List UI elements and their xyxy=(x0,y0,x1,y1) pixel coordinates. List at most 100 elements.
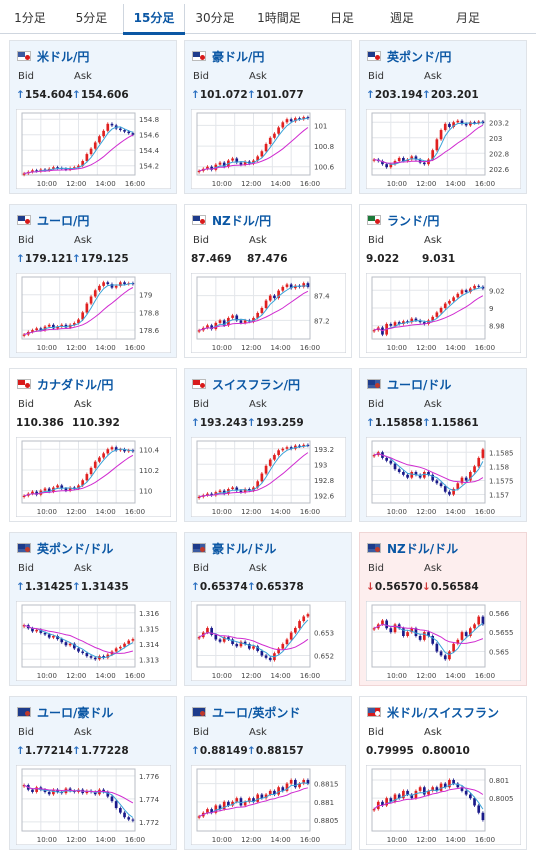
moving-average-short-line xyxy=(198,285,308,331)
candle xyxy=(235,485,239,493)
arrow-up-icon: ↑ xyxy=(191,417,200,429)
rate-card[interactable]: 米ドル/円 Bid Ask ↑154.604 ↑154.606 154.8 154.6 154… xyxy=(9,40,177,194)
candle xyxy=(410,470,414,480)
candle xyxy=(85,472,89,482)
candle xyxy=(123,447,126,453)
rate-card[interactable]: 英ポンド/ドル Bid Ask ↑1.31425 ↑1.31435 1.316 1.315 1… xyxy=(9,532,177,686)
price-chart[interactable]: 193.2 193 192.8 192.6 10:00 12:00 14:00 16:00 xyxy=(191,437,346,517)
bid-value: 110.386 xyxy=(16,417,64,429)
price-chart[interactable]: 9.02 9 8.98 10:00 12:00 14:00 16:00 xyxy=(366,273,521,353)
bid-value-group: 87.469 xyxy=(191,253,232,265)
price-chart[interactable]: 0.8815 0.881 0.8805 10:00 12:00 14:00 16:00 xyxy=(191,765,346,845)
pair-title[interactable]: ユーロ/豪ドル xyxy=(17,704,113,720)
candle xyxy=(277,448,280,457)
rate-card[interactable]: 米ドル/スイスフラン Bid Ask 0.79995 0.80010 0.801 0.800… xyxy=(359,696,527,850)
rate-card[interactable]: NZドル/ドル Bid Ask ↓0.56570 ↓0.56584 0.566 0.5655… xyxy=(359,532,527,686)
price-chart[interactable]: 101 100.8 100.6 10:00 12:00 14:00 16:00 xyxy=(191,109,346,189)
candle xyxy=(22,623,26,628)
price-chart[interactable]: 1.316 1.315 1.314 1.313 10:00 12:00 14:00 16:00 xyxy=(16,601,171,681)
price-chart[interactable]: 154.8 154.6 154.4 154.2 10:00 12:00 14:00 16:00 xyxy=(16,109,171,189)
tab-1時間足[interactable]: 1時間足 xyxy=(245,0,313,34)
candle xyxy=(422,470,426,480)
pair-title[interactable]: カナダドル/円 xyxy=(17,376,113,392)
pair-title[interactable]: NZドル/ドル xyxy=(367,540,458,556)
bid-value-group: 110.386 xyxy=(16,417,64,429)
candle xyxy=(302,115,306,121)
price-chart[interactable]: 1.1585 1.158 1.1575 1.157 10:00 12:00 14:00 16:… xyxy=(366,437,521,517)
y-tick-label: 1.772 xyxy=(139,819,159,827)
pair-title[interactable]: 米ドル/円 xyxy=(17,48,89,64)
tab-15分足[interactable]: 15分足 xyxy=(123,0,185,35)
rate-card[interactable]: 豪ドル/円 Bid Ask ↑101.072 ↑101.077 101 100.8 100.6… xyxy=(184,40,352,194)
pair-title[interactable]: 米ドル/スイスフラン xyxy=(367,704,499,720)
candle xyxy=(106,280,110,286)
candle xyxy=(119,447,122,452)
ask-label: Ask xyxy=(249,71,267,82)
pair-title[interactable]: スイスフラン/円 xyxy=(192,376,300,392)
bid-value: 0.65374 xyxy=(199,581,248,593)
x-tick-label: 12:00 xyxy=(241,836,261,844)
flag-icon xyxy=(17,51,31,61)
y-tick-label: 154.2 xyxy=(139,163,159,171)
x-tick-label: 10:00 xyxy=(37,508,57,516)
x-tick-label: 16:00 xyxy=(300,672,320,680)
pair-title[interactable]: 英ポンド/ドル xyxy=(17,540,113,556)
pair-title[interactable]: NZドル/円 xyxy=(192,212,271,228)
candle xyxy=(89,654,93,660)
candle xyxy=(389,322,393,328)
y-tick-label: 179 xyxy=(139,292,152,300)
pair-title[interactable]: ユーロ/ドル xyxy=(367,376,451,392)
tab-30分足[interactable]: 30分足 xyxy=(185,0,245,34)
tab-週足[interactable]: 週足 xyxy=(371,0,433,34)
rate-card[interactable]: ユーロ/豪ドル Bid Ask ↑1.77214 ↑1.77228 1.776 1.774 1… xyxy=(9,696,177,850)
price-chart[interactable]: 0.801 0.8005 10:00 12:00 14:00 16:00 xyxy=(366,765,521,845)
price-chart[interactable]: 87.4 87.2 10:00 12:00 14:00 16:00 xyxy=(191,273,346,353)
tab-5分足[interactable]: 5分足 xyxy=(60,0,123,34)
rate-card[interactable]: スイスフラン/円 Bid Ask ↑193.243 ↑193.259 193.2 193 19… xyxy=(184,368,352,522)
candle xyxy=(469,120,472,127)
candle xyxy=(414,626,418,638)
pair-title[interactable]: 豪ドル/ドル xyxy=(192,540,276,556)
price-chart[interactable]: 0.566 0.5655 0.565 10:00 12:00 14:00 16:00 xyxy=(366,601,521,681)
candle xyxy=(119,126,122,132)
rate-card[interactable]: ランド/円 Bid Ask 9.022 9.031 9.02 9 8.98 10:00 12:00… xyxy=(359,204,527,358)
flag-icon xyxy=(192,707,206,717)
pair-title[interactable]: 豪ドル/円 xyxy=(192,48,264,64)
rate-card[interactable]: カナダドル/円 Bid Ask 110.386 110.392 110.4 110.2 110… xyxy=(9,368,177,522)
rate-card[interactable]: ユーロ/円 Bid Ask ↑179.121 ↑179.125 179 178.8 178.6… xyxy=(9,204,177,358)
candle xyxy=(281,120,285,130)
price-chart[interactable]: 110.4 110.2 110 10:00 12:00 14:00 16:00 xyxy=(16,437,171,517)
candle xyxy=(448,649,451,661)
pair-title[interactable]: 英ポンド/円 xyxy=(367,48,451,64)
candle xyxy=(477,284,481,289)
rate-card[interactable]: 豪ドル/ドル Bid Ask ↑0.65374 ↑0.65378 0.653 0.652 10… xyxy=(184,532,352,686)
rate-card[interactable]: ユーロ/英ポンド Bid Ask ↑0.88149 ↑0.88157 0.8815 0.88… xyxy=(184,696,352,850)
candle xyxy=(119,645,122,650)
pair-title[interactable]: ユーロ/英ポンド xyxy=(192,704,300,720)
candle xyxy=(439,481,443,488)
moving-average-long-line xyxy=(198,127,309,172)
ask-value-group: 9.031 xyxy=(422,253,455,265)
candle xyxy=(402,626,405,638)
pair-title[interactable]: ユーロ/円 xyxy=(17,212,89,228)
moving-average-long-line xyxy=(23,454,134,497)
candle xyxy=(294,284,297,290)
arrow-down-icon: ↓ xyxy=(422,581,431,593)
rate-card[interactable]: ユーロ/ドル Bid Ask ↑1.15858 ↑1.15861 1.1585 1.158 1… xyxy=(359,368,527,522)
candle xyxy=(397,467,401,474)
price-chart[interactable]: 179 178.8 178.6 10:00 12:00 14:00 16:00 xyxy=(16,273,171,353)
pair-title[interactable]: ランド/円 xyxy=(367,212,439,228)
price-chart[interactable]: 1.776 1.774 1.772 10:00 12:00 14:00 16:00 xyxy=(16,765,171,845)
candle xyxy=(473,622,476,630)
tab-日足[interactable]: 日足 xyxy=(313,0,371,34)
tab-月足[interactable]: 月足 xyxy=(433,0,503,34)
price-chart[interactable]: 203.2 203 202.8 202.6 10:00 12:00 14:00 16:00 xyxy=(366,109,521,189)
candle xyxy=(460,119,464,126)
rate-card[interactable]: NZドル/円 Bid Ask 87.469 87.476 87.4 87.2 10:00 12:… xyxy=(184,204,352,358)
rate-card[interactable]: 英ポンド/円 Bid Ask ↑203.194 ↑203.201 203.2 203 202.… xyxy=(359,40,527,194)
tab-1分足[interactable]: 1分足 xyxy=(0,0,60,34)
candle xyxy=(414,470,418,477)
y-tick-label: 202.8 xyxy=(489,150,509,158)
price-chart[interactable]: 0.653 0.652 10:00 12:00 14:00 16:00 xyxy=(191,601,346,681)
candle xyxy=(397,320,401,326)
